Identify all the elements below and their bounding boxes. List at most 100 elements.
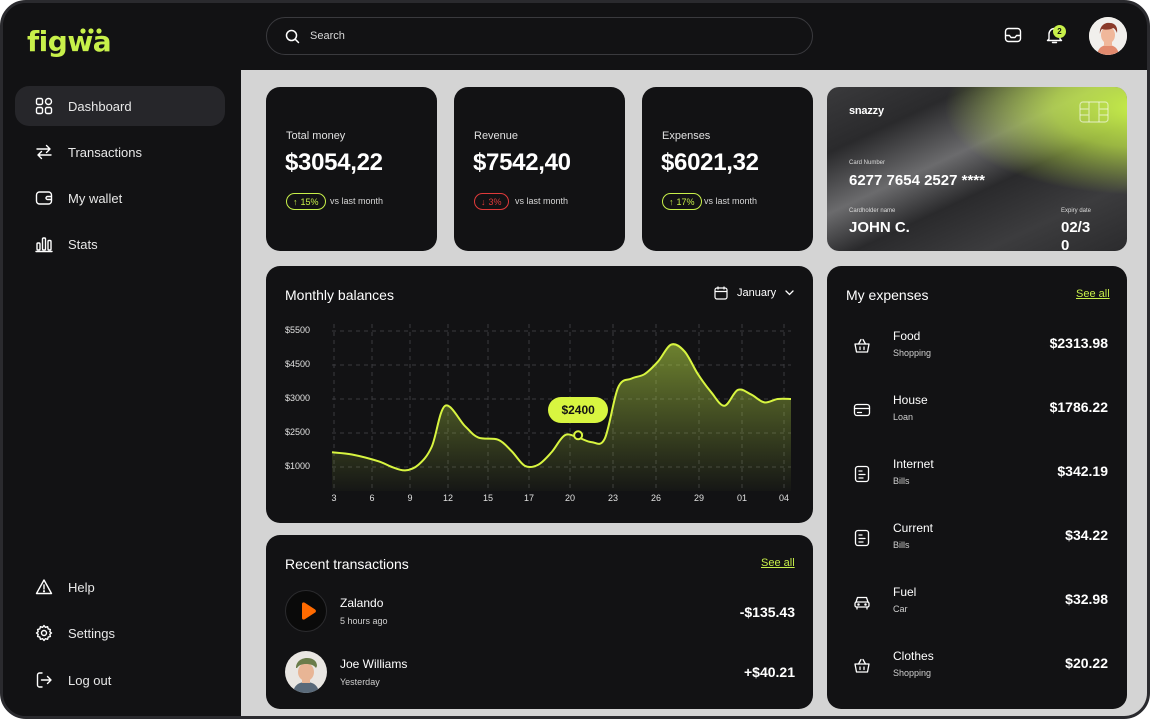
- monthly-balances-title: Monthly balances: [285, 287, 394, 303]
- stat-value: $3054,22: [285, 149, 383, 176]
- sidebar-item-help[interactable]: Help: [15, 567, 225, 607]
- stat-label: Revenue: [474, 130, 519, 142]
- stat-label: Total money: [286, 130, 346, 142]
- x-tick-label: 9: [407, 493, 413, 503]
- sidebar-item-label: Help: [68, 579, 95, 595]
- inbox-icon: [1004, 27, 1022, 43]
- compare-text: vs last month: [330, 196, 384, 206]
- expense-row-fuel[interactable]: Fuel Car $32.98: [827, 581, 1127, 631]
- transaction-time: Yesterday: [340, 677, 380, 687]
- card-holder-label: Cardholder name: [849, 208, 896, 214]
- arrow-down-icon: ↓: [481, 196, 486, 207]
- sidebar-item-stats[interactable]: Stats: [15, 224, 225, 264]
- sidebar-item-my-wallet[interactable]: My wallet: [15, 178, 225, 218]
- notification-badge: 2: [1053, 25, 1066, 38]
- sidebar-item-transactions[interactable]: Transactions: [15, 132, 225, 172]
- transactions-see-all-link[interactable]: See all: [761, 557, 795, 569]
- wallet-icon: [35, 189, 53, 207]
- expense-amount: $20.22: [1065, 655, 1108, 671]
- card-expiry-line2: 0: [1061, 237, 1070, 251]
- expense-amount: $342.19: [1057, 463, 1108, 479]
- bar-chart-icon: [35, 235, 53, 253]
- expense-category: Bills: [893, 540, 910, 550]
- balance-chart: [331, 324, 792, 491]
- inbox-button[interactable]: [1003, 25, 1023, 45]
- my-expenses-card: My expenses See all Food Shopping $2313.…: [827, 266, 1127, 709]
- card-glow: [917, 87, 1127, 207]
- sidebar-item-dashboard[interactable]: Dashboard: [15, 86, 225, 126]
- month-select-value: January: [737, 287, 777, 299]
- stat-label: Expenses: [662, 130, 711, 142]
- grid-icon: [35, 97, 53, 115]
- x-tick-label: 29: [693, 493, 705, 503]
- x-tick-label: 23: [607, 493, 619, 503]
- transaction-amount: +$40.21: [744, 664, 795, 680]
- sidebar-item-label: My wallet: [68, 190, 123, 206]
- transaction-name: Zalando: [340, 596, 384, 610]
- logo[interactable]: figwa: [27, 25, 112, 58]
- recent-transactions-card: Recent transactions See all Zalando 5 ho…: [266, 535, 813, 709]
- card-number: 6277 7654 2527 ****: [849, 172, 985, 189]
- x-tick-label: 15: [482, 493, 494, 503]
- change-badge-up: ↑ 17%: [662, 193, 702, 210]
- gear-icon: [35, 624, 53, 642]
- stat-card-expenses: Expenses $6021,32 ↑ 17% vs last month: [642, 87, 813, 251]
- basket-icon: [854, 658, 870, 673]
- credit-card-icon: [853, 403, 871, 417]
- compare-text: vs last month: [704, 196, 758, 206]
- stat-card-total-money: Total money $3054,22 ↑ 15% vs last month: [266, 87, 437, 251]
- balance-area: [332, 344, 791, 491]
- sidebar-item-settings[interactable]: Settings: [15, 613, 225, 653]
- user-avatar[interactable]: [1089, 17, 1127, 55]
- sidebar-item-label: Stats: [68, 236, 98, 252]
- sidebar-item-label: Dashboard: [68, 98, 132, 114]
- x-tick-label: 3: [331, 493, 337, 503]
- card-chip-icon: [1079, 101, 1109, 123]
- highlight-point: [573, 430, 584, 441]
- y-tick-label: $2500: [285, 427, 311, 437]
- arrow-up-icon: ↑: [293, 196, 298, 207]
- change-value: 15%: [300, 196, 319, 207]
- transaction-name: Joe Williams: [340, 657, 408, 671]
- transaction-time: 5 hours ago: [340, 616, 388, 626]
- expense-amount: $2313.98: [1049, 335, 1108, 351]
- my-expenses-title: My expenses: [846, 287, 929, 303]
- recent-transactions-title: Recent transactions: [285, 556, 409, 572]
- credit-card[interactable]: snazzy Card Number 6277 7654 2527 **** C…: [827, 87, 1127, 251]
- search-bar[interactable]: [266, 17, 813, 55]
- expense-category: Car: [893, 604, 908, 614]
- expense-row-food[interactable]: Food Shopping $2313.98: [827, 325, 1127, 375]
- bill-icon: [854, 465, 870, 483]
- search-icon: [285, 29, 300, 43]
- arrow-up-icon: ↑: [669, 196, 674, 207]
- expense-row-current[interactable]: Current Bills $34.22: [827, 517, 1127, 567]
- card-expiry-label: Expiry date: [1061, 208, 1092, 214]
- expense-name: Clothes: [893, 649, 934, 663]
- expense-row-clothes[interactable]: Clothes Shopping $20.22: [827, 645, 1127, 695]
- expense-name: Food: [893, 329, 921, 343]
- expense-name: House: [893, 393, 928, 407]
- sidebar-item-label: Transactions: [68, 144, 142, 160]
- monthly-balances-card: Monthly balances January $5500 $4500 $3000…: [266, 266, 813, 523]
- expenses-see-all-link[interactable]: See all: [1076, 288, 1110, 300]
- car-icon: [854, 596, 870, 610]
- x-tick-label: 04: [778, 493, 790, 503]
- expense-name: Current: [893, 521, 934, 535]
- month-select[interactable]: January: [714, 286, 794, 300]
- x-tick-label: 12: [442, 493, 454, 503]
- expense-category: Shopping: [893, 348, 932, 358]
- change-value: 17%: [676, 196, 695, 207]
- stat-value: $7542,40: [473, 149, 571, 176]
- expense-row-house[interactable]: House Loan $1786.22: [827, 389, 1127, 439]
- transaction-amount: -$135.43: [739, 604, 795, 620]
- stat-value: $6021,32: [661, 149, 759, 176]
- search-input[interactable]: [310, 30, 770, 42]
- sidebar-item-log-out[interactable]: Log out: [15, 660, 225, 700]
- user-avatar-image: [1089, 17, 1127, 55]
- x-tick-label: 26: [650, 493, 662, 503]
- warning-triangle-icon: [35, 578, 53, 596]
- change-badge-down: ↓ 3%: [474, 193, 509, 210]
- expense-name: Internet: [893, 457, 934, 471]
- expense-row-internet[interactable]: Internet Bills $342.19: [827, 453, 1127, 503]
- y-tick-label: $5500: [285, 325, 311, 335]
